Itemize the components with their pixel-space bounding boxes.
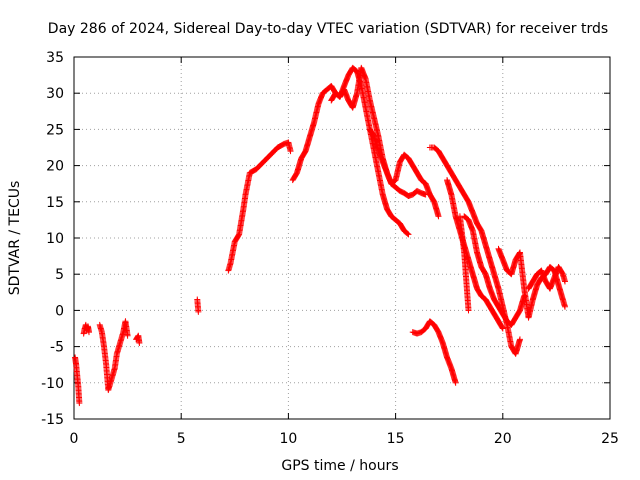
y-tick-label: 35 [46,50,64,66]
data-point-hump-b [499,324,506,331]
data-point-early-4 [136,339,143,346]
x-tick-label: 10 [279,431,297,447]
data-point-early-3 [124,332,131,339]
data-point-main-a [405,231,412,238]
data-point-early-5 [195,308,202,315]
plot-frame [73,56,611,420]
x-tick-label: 0 [70,431,79,447]
data-point-main-c [422,191,429,198]
data-point-late-b [561,303,568,310]
x-tick-label: 5 [177,431,186,447]
data-point-hump-b [499,325,506,332]
x-tick-label: 15 [387,431,405,447]
y-tick-label: 30 [46,86,64,102]
y-tick-label: 20 [46,159,64,175]
y-tick-label: -10 [41,376,64,392]
y-tick-label: 0 [55,303,64,319]
data-points [72,64,568,407]
data-point-rise [287,148,294,155]
y-tick-label: -5 [50,340,64,356]
y-axis-title: SDTVAR / TECUs [7,181,23,296]
x-tick-label: 20 [494,431,512,447]
data-point-early-2 [86,329,93,336]
data-point-late-c [561,278,568,285]
x-axis-title: GPS time / hours [281,458,398,474]
y-tick-label: -15 [41,412,64,428]
y-tick-label: 15 [46,195,64,211]
data-point-main-a [404,230,411,237]
data-point-dip [452,379,459,386]
y-tick-label: 5 [55,267,64,283]
data-point-early-1 [76,400,83,407]
y-tick-labels: -15 -10 -5 0 5 10 15 20 25 30 35 [41,50,64,428]
x-tick-labels: 0 5 10 15 20 25 [70,431,619,447]
chart-title: Day 286 of 2024, Sidereal Day-to-day VTE… [48,21,608,37]
data-point-dip [465,307,472,314]
y-tick-label: 10 [46,231,64,247]
x-tick-label: 25 [601,431,619,447]
data-point-hump [516,336,523,343]
y-tick-label: 25 [46,122,64,138]
grid-lines [74,57,610,419]
data-point-main-b [435,213,442,220]
